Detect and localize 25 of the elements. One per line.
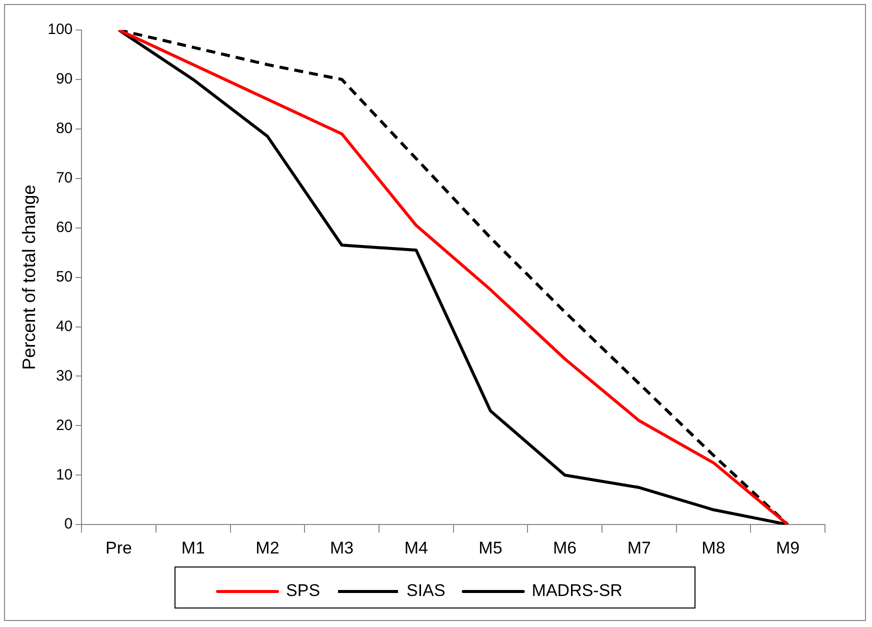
y-axis-title: Percent of total change bbox=[18, 184, 39, 370]
x-tick-label: M9 bbox=[776, 538, 800, 558]
x-tick-label: M2 bbox=[256, 538, 280, 558]
x-tick-label: M8 bbox=[702, 538, 726, 558]
x-tick-label: Pre bbox=[106, 538, 132, 558]
y-tick-label: 50 bbox=[56, 268, 73, 286]
y-tick-label: 60 bbox=[56, 218, 73, 236]
x-tick-label: M7 bbox=[627, 538, 651, 558]
y-tick-label: 30 bbox=[56, 367, 73, 384]
y-tick-label: 100 bbox=[48, 21, 73, 38]
legend-label: SIAS bbox=[406, 581, 446, 600]
legend-label: MADRS-SR bbox=[532, 581, 622, 600]
y-tick-label: 80 bbox=[56, 120, 73, 138]
x-tick-label: M4 bbox=[404, 538, 428, 558]
y-tick-label: 40 bbox=[56, 318, 73, 335]
x-tick-label: M1 bbox=[181, 538, 205, 558]
y-tick-label: 10 bbox=[56, 466, 73, 484]
x-tick-label: M6 bbox=[553, 538, 577, 558]
y-tick-label: 70 bbox=[56, 170, 73, 187]
legend-label: SPS bbox=[286, 581, 320, 600]
y-tick-label: 0 bbox=[64, 516, 73, 533]
x-tick-label: M3 bbox=[330, 538, 354, 558]
x-tick-label: M5 bbox=[478, 538, 502, 558]
y-tick-label: 20 bbox=[56, 416, 73, 434]
y-tick-label: 90 bbox=[56, 70, 73, 88]
